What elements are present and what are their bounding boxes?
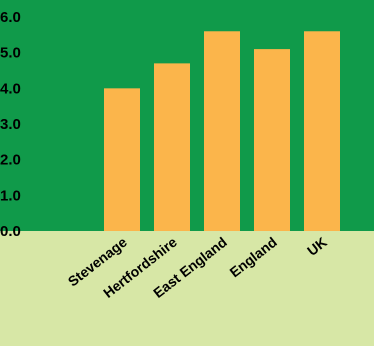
y-tick-label: 0.0 <box>0 223 21 240</box>
y-tick-label: 1.0 <box>0 187 21 204</box>
y-tick-label: 2.0 <box>0 152 21 169</box>
y-tick-label: 6.0 <box>0 9 21 26</box>
bar-east-england <box>204 31 240 232</box>
bar-england <box>254 49 290 231</box>
y-tick-label: 4.0 <box>0 80 21 97</box>
bar-stevenage <box>104 88 140 231</box>
bar-uk <box>304 31 340 232</box>
y-tick-label: 5.0 <box>0 45 21 62</box>
y-tick-label: 3.0 <box>0 116 21 133</box>
bars-group <box>104 31 340 232</box>
y-axis-ticks: 0.0 1.0 2.0 3.0 4.0 5.0 6.0 <box>0 9 21 240</box>
bar-hertfordshire <box>154 63 190 231</box>
